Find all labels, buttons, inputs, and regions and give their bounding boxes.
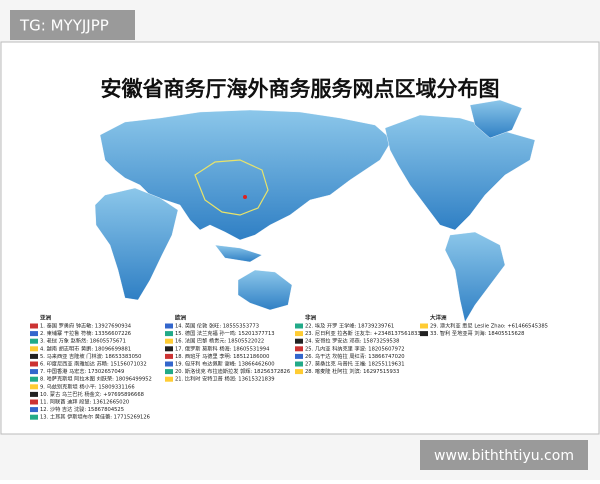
legend-entry: 15. 德国 法兰克福 孙一鸣: 15201377713 [175,329,275,337]
legend-entry: 25. 几内亚 科纳克里 李波: 18205607972 [305,344,405,352]
flag-icon [30,323,38,329]
legend-entry: 24. 安哥拉 罗安达 邓燕: 15873259538 [305,337,399,345]
flag-icon [165,338,173,344]
flag-icon [30,338,38,344]
legend-entry: 10. 蒙古 乌兰巴托 杨金文: +97695896668 [40,390,144,398]
flag-icon [30,414,38,420]
flag-icon [420,331,428,337]
world-map [94,99,536,323]
legend-region: 亚洲 [40,314,52,322]
legend-entry: 12. 沙特 吉达 沈骏: 15867804525 [40,405,124,413]
legend-entry: 22. 埃及 开罗 王学峰: 18739239761 [305,322,394,330]
legend-entry: 29. 澳大利亚 悉尼 Leslie Zhao: +61466545385 [430,322,548,330]
legend-entry: 11. 阿联酋 迪拜 段慧: 13612665020 [40,398,129,406]
flag-icon [165,369,173,375]
flag-icon [30,369,38,375]
legend-entry: 33. 智利 圣地亚哥 刘海: 18405515628 [430,329,524,337]
flag-icon [30,353,38,359]
indonesia [214,244,263,263]
flag-icon [165,346,173,352]
flag-icon [295,369,303,375]
tag-box [10,10,135,40]
flag-icon [295,331,303,337]
legend-entry: 27. 莫桑比克 马普托 王福: 18255119631 [305,360,405,368]
legend-entry: 7. 中国香港 马宏志: 17302657049 [40,367,124,375]
legend-entry: 4. 越南 胡志明市 黄鹏: 18096699881 [40,344,131,352]
flag-icon [30,407,38,413]
map-title: 安徽省商务厅海外商务服务网点区域分布图 [101,77,500,101]
flag-icon [165,331,173,337]
legend-entry: 18. 西班牙 马德里 李明: 18512186000 [175,352,269,360]
flag-icon [30,376,38,382]
flag-icon [30,384,38,390]
watermark: www.biththtiyu.com [434,448,574,464]
legend-entry: 14. 英国 伦敦 张旺: 18555353773 [175,322,259,330]
legend-entry: 19. 匈牙利 布达佩斯 谢峰: 13866462600 [175,360,275,368]
legend-region: 欧洲 [175,314,187,322]
legend-entry: 16. 法国 巴黎 杨贵元: 18505522022 [175,337,264,345]
flag-icon [30,361,38,367]
legend-entry: 23. 尼日利亚 拉各斯 汪友华: +2348137561833 [305,329,421,337]
legend-entry: 1. 泰国 罗勇府 钟志敏: 13927690934 [40,322,132,330]
legend-entry: 3. 老挝 万象 赵新然: 18605575671 [40,337,126,345]
legend-entry: 13. 土耳其 伊斯坦布尔 黄佳蕾: 17715269126 [40,413,150,421]
australia [237,269,293,311]
south-america [444,231,506,323]
africa [94,187,179,301]
flag-icon [165,323,173,329]
legend-entry: 21. 比利时 安特卫普 杨润: 13615321839 [175,375,275,383]
flag-icon [165,353,173,359]
flag-icon [30,391,38,397]
flag-icon [295,323,303,329]
legend-entry: 17. 俄罗斯 莫斯科 杨海: 18605531994 [175,344,270,352]
anhui-marker [243,195,247,199]
watermark-box [420,440,588,470]
legend-entry: 20. 斯洛伐克 布拉迪斯拉发 郭辉: 18256372826 [175,367,290,375]
flag-icon [295,353,303,359]
legend-entry: 5. 马来西亚 吉隆坡 门林波: 18653383050 [40,352,141,360]
legend-entry: 8. 哈萨克斯坦 阿拉木图 刘跃荣: 18096499952 [40,375,152,383]
flag-icon [30,331,38,337]
legend-region: 非洲 [305,314,317,322]
legend-entry: 9. 乌兹别克斯坦 杨小平: 15809331166 [40,382,135,390]
legend-entry: 2. 柬埔寨 干拉鲁 符楠: 13356607226 [40,329,131,337]
flag-icon [295,361,303,367]
tag-label: TG: MYYJJPP [19,17,109,35]
legend-entry: 6. 印度尼西亚 南雅加达 苏畅: 15156071032 [40,360,147,368]
flag-icon [165,376,173,382]
legend-entry: 26. 乌干达 坎帕拉 周红青: 13866747020 [305,352,405,360]
flag-icon [295,338,303,344]
flag-icon [30,346,38,352]
china-outline [194,159,269,216]
flag-icon [295,346,303,352]
flag-icon [420,323,428,329]
legend-region: 大洋洲 [430,314,447,322]
flag-icon [30,399,38,405]
legend-entry: 28. 喀麦隆 杜阿拉 刘滨: 16297515933 [305,367,399,375]
flag-icon [165,361,173,367]
greenland [469,99,523,139]
